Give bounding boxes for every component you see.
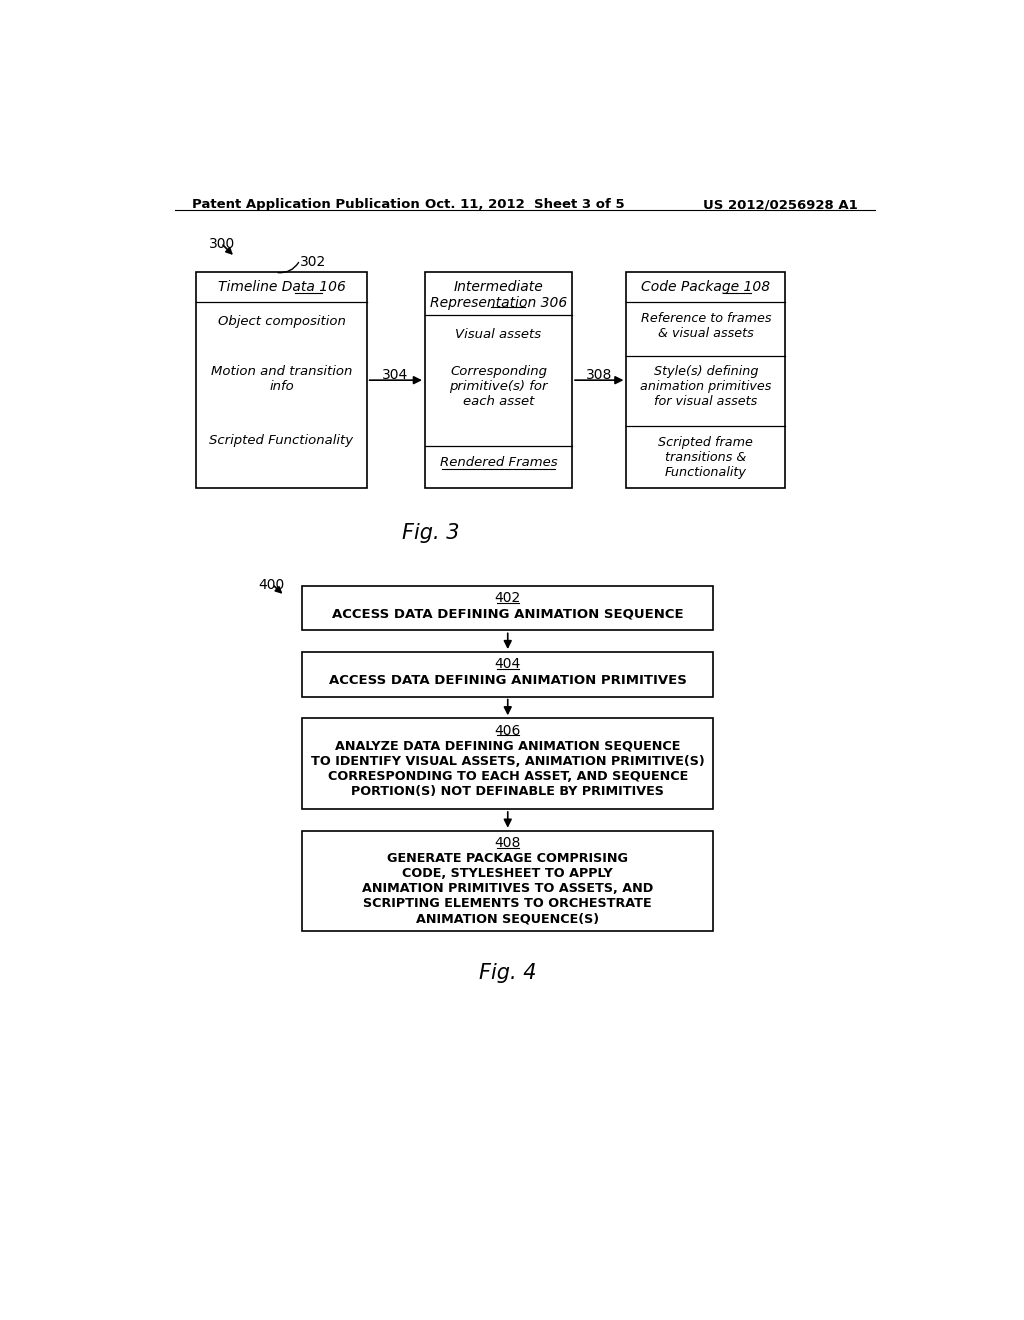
Text: GENERATE PACKAGE COMPRISING
CODE, STYLESHEET TO APPLY
ANIMATION PRIMITIVES TO AS: GENERATE PACKAGE COMPRISING CODE, STYLES… <box>362 853 653 925</box>
Text: Timeline Data 106: Timeline Data 106 <box>217 280 345 294</box>
Text: 400: 400 <box>258 578 285 593</box>
Text: Scripted Functionality: Scripted Functionality <box>209 434 353 447</box>
Text: 404: 404 <box>495 657 521 672</box>
Text: Patent Application Publication: Patent Application Publication <box>191 198 419 211</box>
Text: 300: 300 <box>209 238 236 251</box>
Bar <box>302 586 713 631</box>
Text: 304: 304 <box>382 368 409 381</box>
Bar <box>197 272 367 488</box>
Text: Oct. 11, 2012  Sheet 3 of 5: Oct. 11, 2012 Sheet 3 of 5 <box>425 198 625 211</box>
Text: 302: 302 <box>300 255 327 269</box>
Bar <box>302 718 713 809</box>
Text: Visual assets: Visual assets <box>456 327 542 341</box>
Text: 406: 406 <box>495 723 521 738</box>
Bar <box>302 652 713 697</box>
Text: Corresponding
primitive(s) for
each asset: Corresponding primitive(s) for each asse… <box>450 364 548 408</box>
Bar <box>627 272 785 488</box>
Text: 308: 308 <box>586 368 612 381</box>
Text: Object composition: Object composition <box>217 314 345 327</box>
Text: Fig. 4: Fig. 4 <box>479 964 537 983</box>
Text: Fig. 3: Fig. 3 <box>401 523 459 543</box>
Text: ANALYZE DATA DEFINING ANIMATION SEQUENCE
TO IDENTIFY VISUAL ASSETS, ANIMATION PR: ANALYZE DATA DEFINING ANIMATION SEQUENCE… <box>311 739 705 797</box>
Text: Motion and transition
info: Motion and transition info <box>211 364 352 393</box>
Text: Reference to frames
& visual assets: Reference to frames & visual assets <box>641 313 771 341</box>
Text: Style(s) defining
animation primitives
for visual assets: Style(s) defining animation primitives f… <box>640 364 771 408</box>
Text: Intermediate
Representation 306: Intermediate Representation 306 <box>430 280 567 310</box>
Text: 402: 402 <box>495 591 521 605</box>
Text: ACCESS DATA DEFINING ANIMATION PRIMITIVES: ACCESS DATA DEFINING ANIMATION PRIMITIVE… <box>329 673 687 686</box>
Bar <box>425 272 572 488</box>
Text: Rendered Frames: Rendered Frames <box>439 455 557 469</box>
Text: Code Package 108: Code Package 108 <box>641 280 770 294</box>
Bar <box>302 830 713 931</box>
Text: 408: 408 <box>495 836 521 850</box>
Text: ACCESS DATA DEFINING ANIMATION SEQUENCE: ACCESS DATA DEFINING ANIMATION SEQUENCE <box>332 607 684 620</box>
Text: Scripted frame
transitions &
Functionality: Scripted frame transitions & Functionali… <box>658 436 754 479</box>
Text: US 2012/0256928 A1: US 2012/0256928 A1 <box>703 198 858 211</box>
